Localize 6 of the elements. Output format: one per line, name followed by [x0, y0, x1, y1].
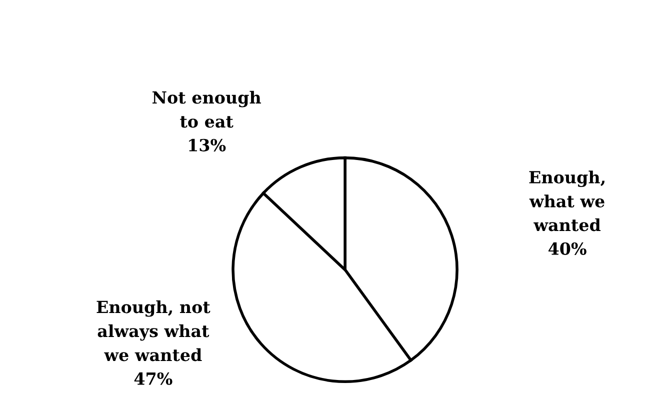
data-label: 47%: [134, 372, 172, 385]
data-label: 13%: [189, 138, 226, 152]
slice-label: Not enough to eat: [152, 90, 261, 128]
slice-label: Enough, not always what we wanted: [96, 300, 210, 362]
slice-label: Enough, what we wanted: [529, 170, 604, 232]
data-label: 40%: [548, 242, 586, 255]
